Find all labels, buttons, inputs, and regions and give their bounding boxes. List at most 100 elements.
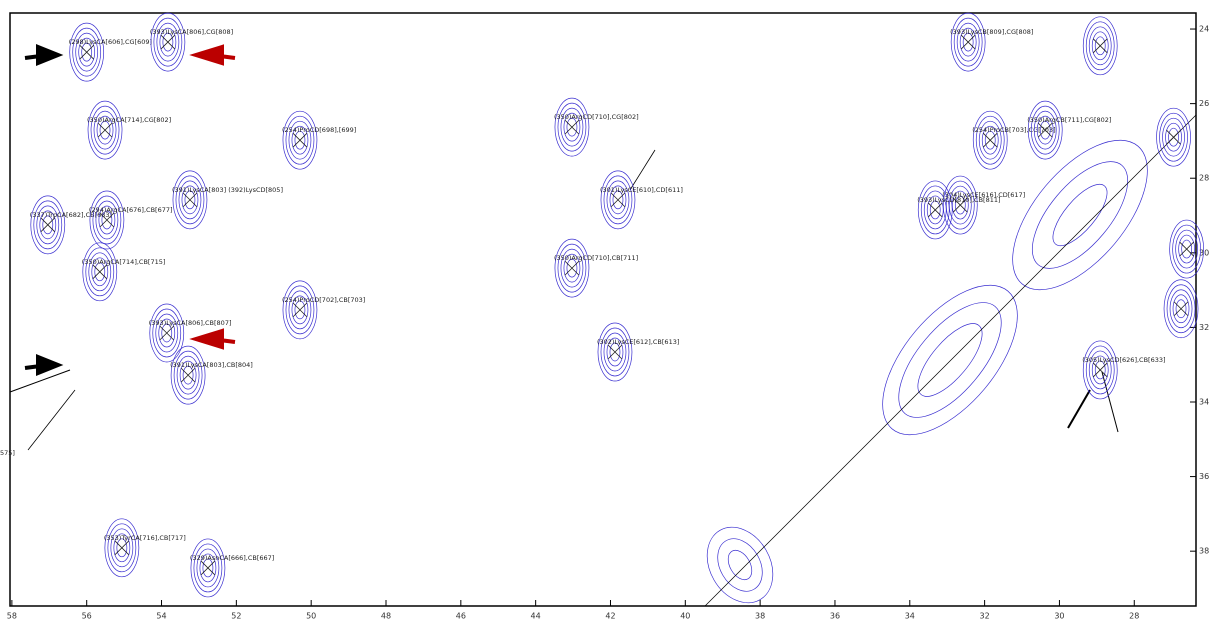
contour xyxy=(161,323,173,343)
y-tick-label: 32 xyxy=(1199,323,1209,332)
peak-label: (350)ArgCA[714],CB[715] xyxy=(82,258,166,266)
contour xyxy=(972,110,1008,170)
peak-cross xyxy=(114,540,130,556)
contour xyxy=(285,115,315,165)
peak-label: (350)ArgCB[711],CG[802] xyxy=(1027,116,1111,124)
peak-cross xyxy=(1179,241,1194,257)
peak-cross xyxy=(160,34,176,50)
peak-label: (337)TrpCA[682],CB[683] xyxy=(30,211,112,219)
peak: (393)LysCD[810],CB[811] xyxy=(917,180,1001,240)
contour xyxy=(1091,355,1109,385)
contour xyxy=(98,205,116,235)
contour xyxy=(95,200,119,240)
contour xyxy=(282,110,318,170)
contour xyxy=(606,337,624,367)
contour xyxy=(1033,110,1057,150)
plot-frame xyxy=(9,12,1197,607)
contour xyxy=(30,195,66,255)
contour xyxy=(182,365,194,385)
contour xyxy=(92,195,122,245)
peak-label: (254)ProCD[702],CB[703] xyxy=(282,296,365,304)
y-tick-label: 30 xyxy=(1199,248,1209,257)
contour xyxy=(181,185,199,215)
peak-label: (302)LysCE[612],CB[613] xyxy=(597,338,679,346)
contour xyxy=(156,22,180,62)
contour xyxy=(153,17,183,67)
peak: (350)ArgCA[714],CB[715] xyxy=(82,242,166,302)
y-tick-label: 36 xyxy=(1199,472,1209,481)
peak: (393)LysCA[806],CB[807] xyxy=(149,303,232,363)
contour xyxy=(1082,16,1118,76)
y-tick-label: 26 xyxy=(1199,99,1209,108)
contour xyxy=(984,130,996,150)
peak-cross xyxy=(1166,129,1181,145)
x-tick-label: 54 xyxy=(156,612,166,621)
peak xyxy=(1082,16,1118,76)
contour xyxy=(91,257,109,287)
peak: (305)LysCD[626],CB[633] xyxy=(1082,340,1166,400)
contour xyxy=(950,12,986,72)
y-tick-label: 38 xyxy=(1199,547,1209,556)
contour xyxy=(99,120,111,140)
contour xyxy=(612,190,624,210)
contour xyxy=(557,243,587,293)
contour xyxy=(962,32,974,52)
contour xyxy=(288,120,312,160)
contour xyxy=(597,322,633,382)
contour xyxy=(178,180,202,220)
x-tick-label: 42 xyxy=(605,612,615,621)
contour xyxy=(94,262,106,282)
contour xyxy=(920,185,950,235)
contour xyxy=(93,110,117,150)
x-tick-label: 58 xyxy=(7,612,17,621)
contour xyxy=(173,350,203,400)
peak: (350)ArgCD[710],CB[711] xyxy=(554,238,638,298)
contour xyxy=(176,355,200,395)
arrows xyxy=(9,44,1119,451)
peak-label: (393)LysCB[809],CG[808] xyxy=(950,28,1033,36)
contour xyxy=(87,100,123,160)
y-tick-label: 24 xyxy=(1199,25,1209,34)
peak: (393)LysCB[809],CG[808] xyxy=(950,12,1033,72)
peak-cross xyxy=(1037,122,1053,138)
contour xyxy=(1094,360,1106,380)
peak-cross xyxy=(982,132,998,148)
y-tick-label: 28 xyxy=(1199,174,1209,183)
contour xyxy=(110,528,134,568)
peak: (391)LysCA[803],CB[804] xyxy=(170,345,253,405)
peak-label: (391)LysCA[803],CB[804] xyxy=(170,361,253,369)
peak xyxy=(1169,219,1204,279)
peak-cross xyxy=(953,197,968,213)
contour xyxy=(113,533,131,563)
contour xyxy=(926,195,944,225)
contour xyxy=(42,215,54,235)
contour xyxy=(158,318,176,348)
contour xyxy=(1162,117,1185,157)
peak-cross xyxy=(610,192,626,208)
peak: (350)ArgCB[711],CG[802] xyxy=(1027,100,1111,160)
contour xyxy=(923,190,947,230)
peak-label: (391)LysCA[803] (392)LysCD[805] xyxy=(172,186,283,194)
contour xyxy=(945,180,975,230)
contour xyxy=(942,175,978,235)
peak: (350)ArgCD[710],CG[802] xyxy=(554,97,639,157)
contour xyxy=(88,252,112,292)
contour xyxy=(1175,299,1187,319)
contour xyxy=(184,190,196,210)
contour xyxy=(104,518,140,578)
contour xyxy=(1169,289,1193,329)
peak: (391)LysCA[803] (392)LysCD[805] xyxy=(172,170,283,230)
contour xyxy=(560,248,584,288)
peak: (298)LysCA[606],CG[609] xyxy=(69,22,152,82)
contour xyxy=(600,327,630,377)
contour xyxy=(36,205,60,245)
x-tick-label: 48 xyxy=(381,612,391,621)
contour xyxy=(179,360,197,390)
peak-cross xyxy=(1092,38,1108,54)
contour xyxy=(956,22,980,62)
x-tick-label: 44 xyxy=(531,612,541,621)
peak-cross xyxy=(40,217,56,233)
peak: (254)ProCD[702],CB[703] xyxy=(282,280,365,340)
peak-cross xyxy=(1173,301,1189,317)
